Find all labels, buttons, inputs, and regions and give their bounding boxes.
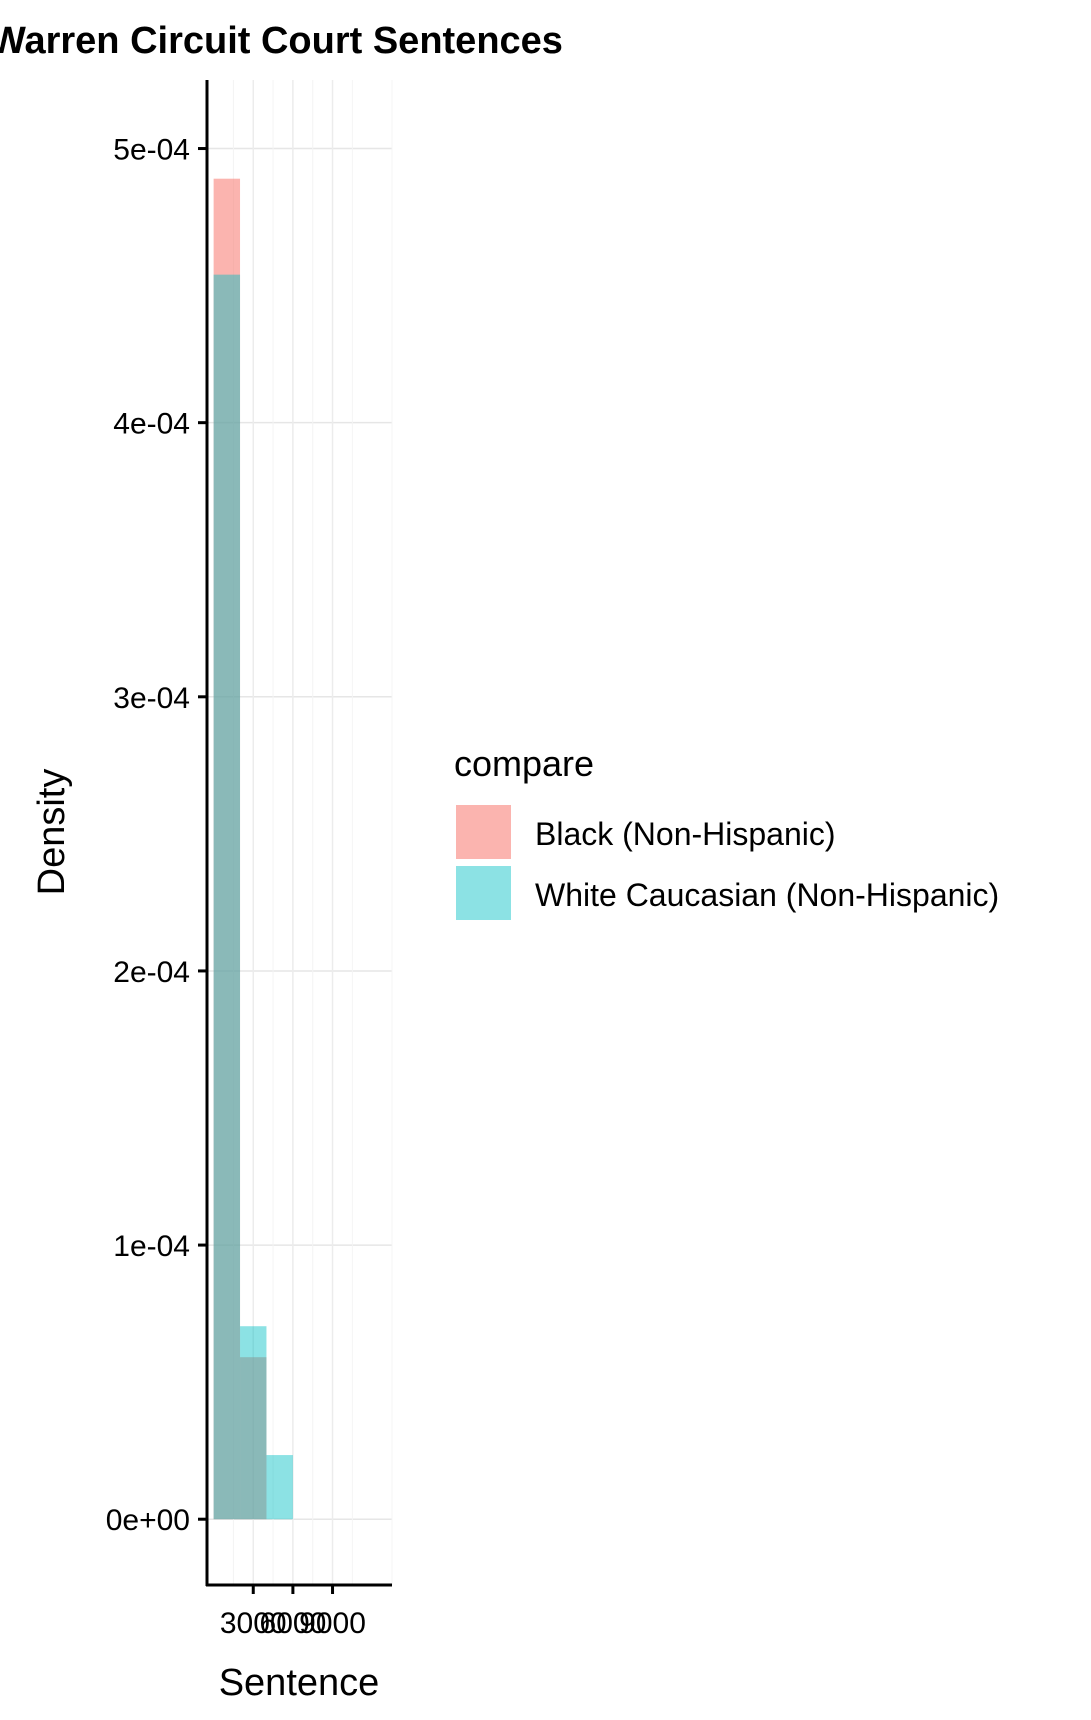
legend: compare Black (Non-Hispanic) White Cauca… (454, 743, 999, 920)
legend-title: compare (454, 743, 594, 784)
y-axis-ticks: 0e+00 1e-04 2e-04 3e-04 4e-04 5e-04 (106, 134, 207, 1537)
y-tick-label: 1e-04 (113, 1230, 190, 1263)
chart-title: Warren Circuit Court Sentences (0, 20, 563, 62)
histogram-bar-white (240, 1326, 267, 1520)
y-tick-label: 4e-04 (113, 408, 190, 441)
histogram-bars (213, 178, 293, 1520)
grid-lines (207, 80, 393, 1585)
legend-label-white: White Caucasian (Non-Hispanic) (535, 877, 999, 913)
y-tick-label: 0e+00 (106, 1504, 190, 1537)
histogram-bar-white (266, 1455, 293, 1520)
histogram-bar-white (213, 274, 241, 1520)
y-tick-label: 5e-04 (113, 134, 190, 167)
x-tick-label: 9000 (299, 1607, 366, 1640)
x-tick-label: 3000 (220, 1607, 287, 1640)
histogram-bar-black (240, 1357, 267, 1520)
legend-key-white (456, 866, 511, 920)
y-axis-title: Density (31, 769, 73, 896)
legend-label-black: Black (Non-Hispanic) (535, 816, 836, 852)
histogram-bar-black (213, 178, 241, 1520)
y-tick-label: 3e-04 (113, 682, 190, 715)
y-tick-label: 2e-04 (113, 956, 190, 989)
legend-key-black (456, 805, 511, 859)
x-tick-label: 6000 (260, 1607, 327, 1640)
x-axis-title: Sentence (219, 1662, 380, 1704)
